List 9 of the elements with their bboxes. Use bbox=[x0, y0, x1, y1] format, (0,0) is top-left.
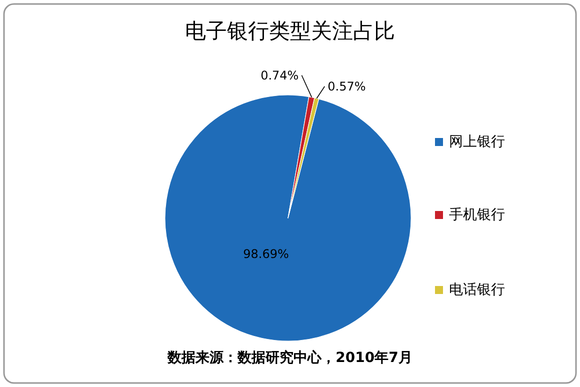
legend-label: 手机银行 bbox=[449, 207, 505, 223]
data-label: 0.74% bbox=[260, 68, 299, 82]
legend-label: 网上银行 bbox=[449, 134, 505, 150]
legend-label: 电话银行 bbox=[449, 282, 505, 298]
pie-slice bbox=[164, 94, 412, 342]
data-label: 98.69% bbox=[243, 247, 289, 261]
source-note: 数据来源：数据研究中心，2010年7月 bbox=[166, 349, 412, 366]
chart-title: 电子银行类型关注占比 bbox=[185, 19, 395, 43]
data-label: 0.57% bbox=[328, 79, 366, 94]
